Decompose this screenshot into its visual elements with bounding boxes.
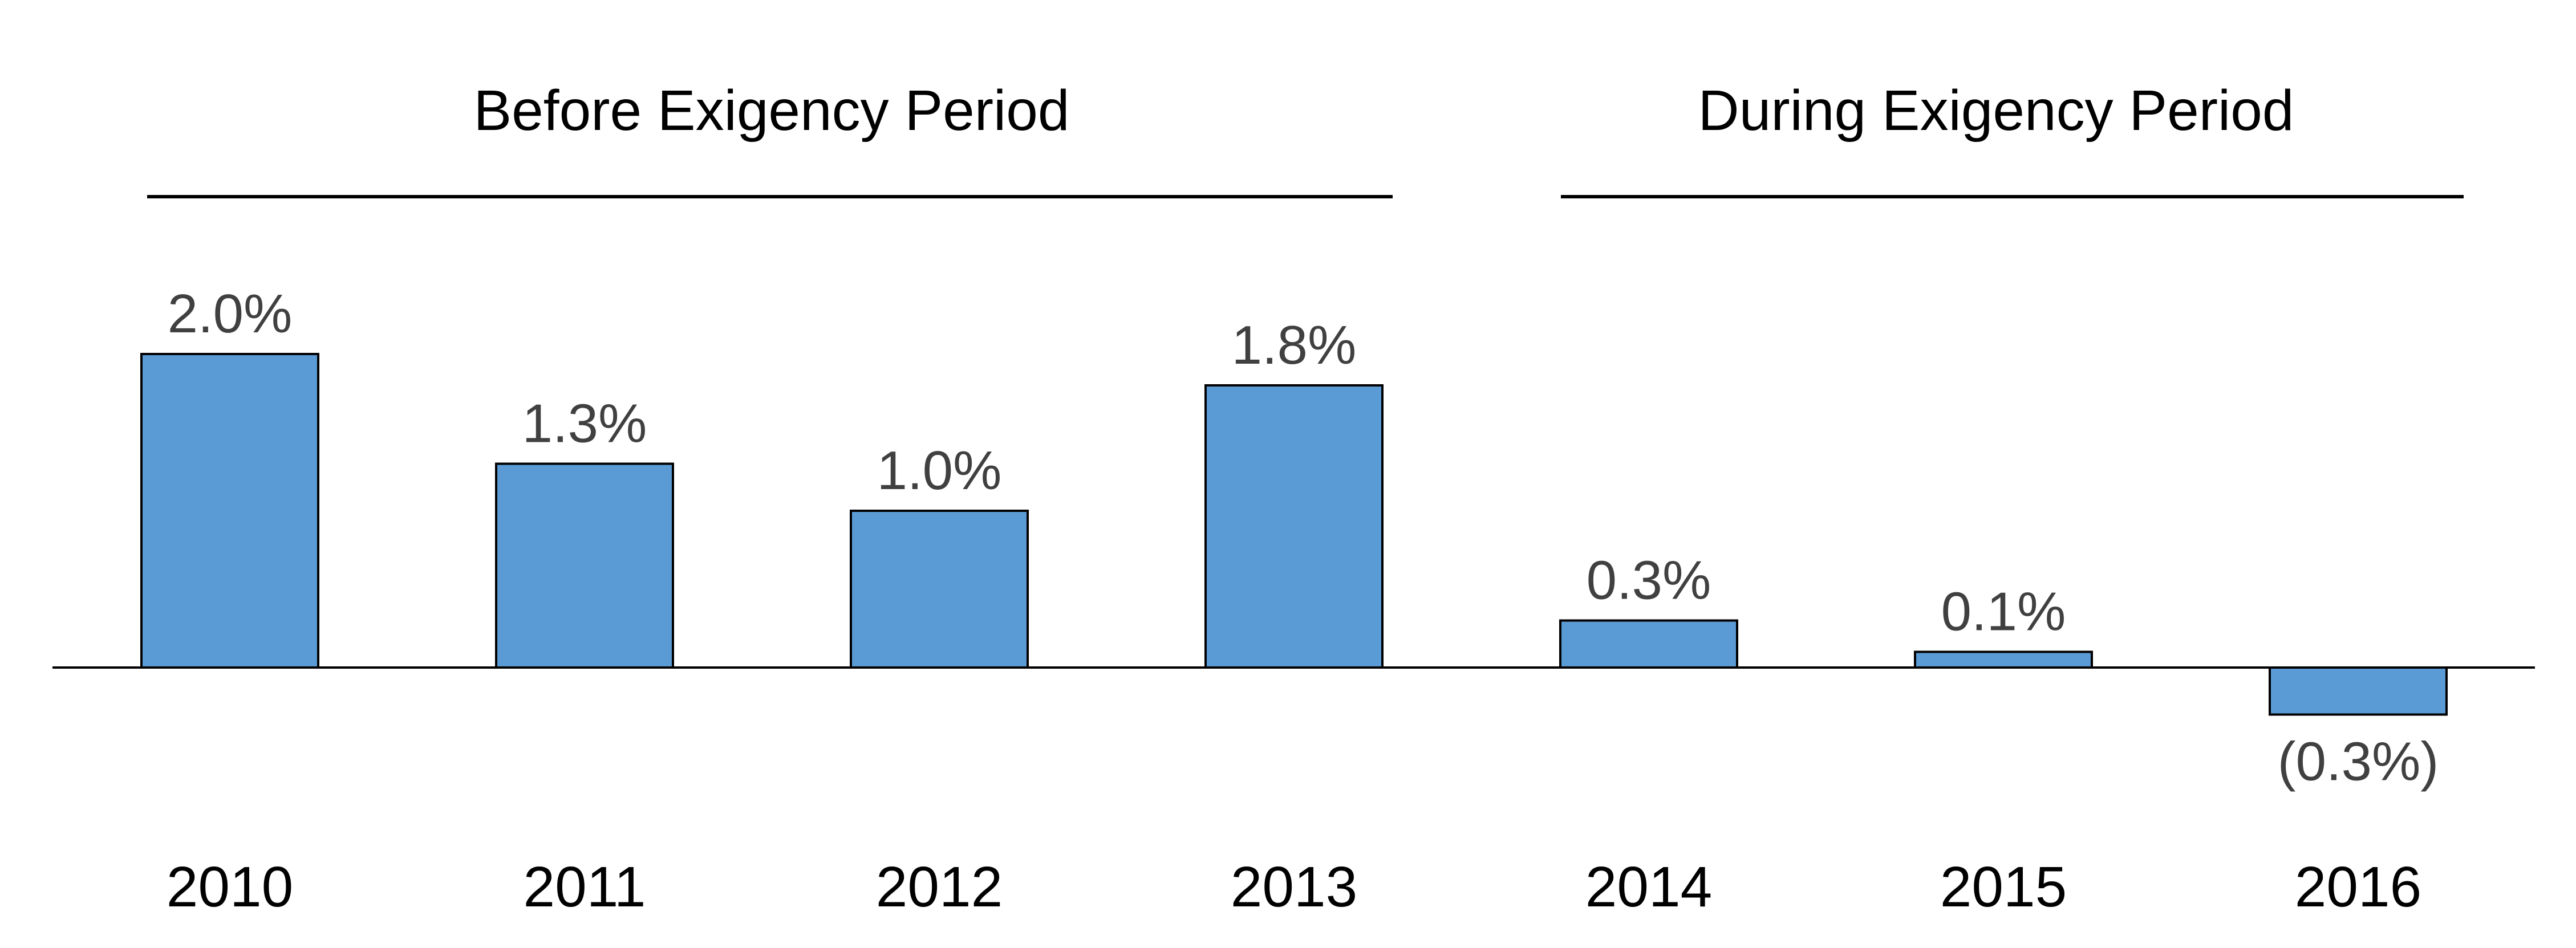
value-label-2016: (0.3%) — [2278, 731, 2439, 792]
category-label-2012: 2012 — [876, 855, 1003, 919]
bar-2012 — [850, 510, 1029, 669]
bar-2016 — [2269, 666, 2448, 716]
category-label-2011: 2011 — [523, 855, 646, 919]
bar-2015 — [1914, 650, 2093, 669]
category-label-2015: 2015 — [1940, 855, 2067, 919]
category-label-2014: 2014 — [1585, 855, 1712, 919]
value-label-2013: 1.8% — [1232, 315, 1357, 376]
value-label-2012: 1.0% — [877, 440, 1002, 501]
value-label-2010: 2.0% — [168, 283, 293, 344]
category-label-2010: 2010 — [167, 855, 293, 919]
bar-2014 — [1559, 619, 1738, 669]
group-label-before: Before Exigency Period — [473, 79, 1069, 143]
group-headers: Before Exigency Period During Exigency P… — [147, 79, 2464, 198]
value-label-2011: 1.3% — [522, 393, 647, 454]
bar-2010 — [140, 353, 319, 669]
category-label-2016: 2016 — [2295, 855, 2421, 919]
value-label-2015: 0.1% — [1941, 581, 2066, 642]
category-label-2013: 2013 — [1231, 855, 1357, 919]
group-label-during: During Exigency Period — [1698, 79, 2294, 143]
value-labels: 2.0% 1.3% 1.0% 1.8% 0.3% 0.1% (0.3%) — [168, 283, 2439, 792]
category-labels: 2010 2011 2012 2013 2014 2015 2016 — [167, 855, 2421, 919]
value-label-2014: 0.3% — [1587, 550, 1711, 611]
bars — [140, 353, 2448, 716]
bar-2013 — [1204, 384, 1384, 669]
bar-2011 — [495, 462, 674, 669]
